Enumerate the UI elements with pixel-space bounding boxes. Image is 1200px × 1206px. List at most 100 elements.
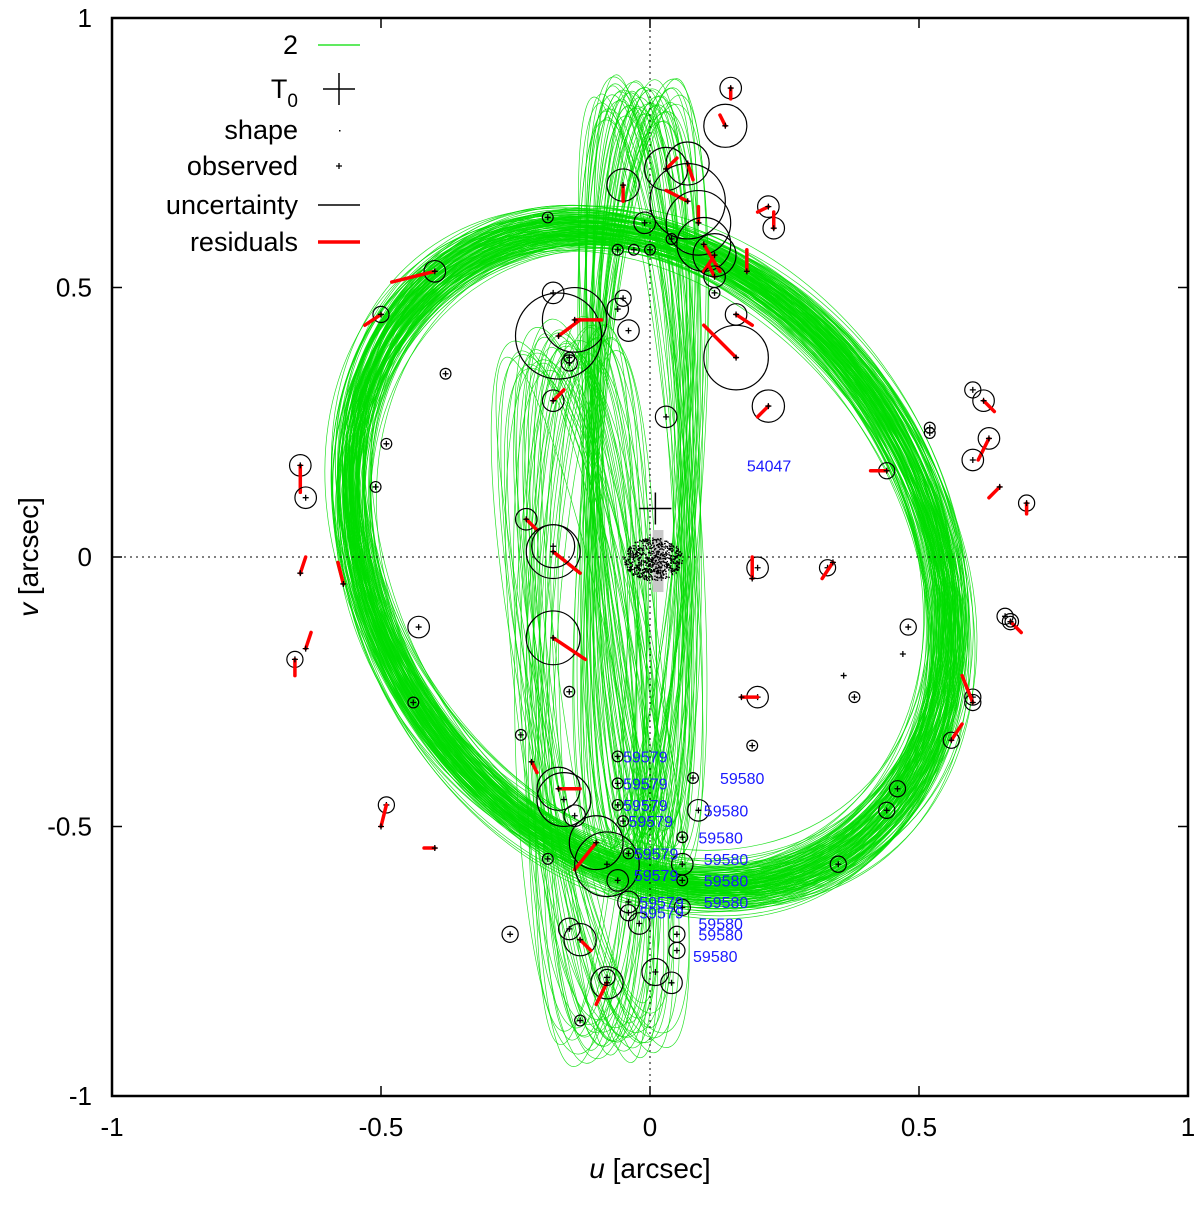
shape-point: [624, 563, 626, 566]
epoch-label: 59579: [634, 868, 679, 885]
epoch-label: 59580: [720, 771, 765, 788]
shape-point: [676, 561, 678, 564]
shape-cloud: [623, 530, 684, 593]
shape-point: [643, 572, 645, 575]
observed-point: [577, 1017, 584, 1024]
observed-point: [905, 624, 912, 631]
observed-point: [544, 855, 551, 862]
uncertainty-circle: [703, 324, 769, 391]
observed-point: [571, 316, 578, 323]
shape-point: [647, 552, 650, 554]
shape-point: [656, 555, 659, 558]
shape-point: [628, 553, 630, 556]
shape-point: [649, 562, 651, 565]
shape-point: [625, 560, 628, 563]
observed-point: [883, 467, 890, 474]
orbit-track: [539, 353, 635, 1047]
observed-point: [711, 273, 718, 280]
shape-point: [638, 557, 641, 559]
observed-point: [679, 877, 686, 884]
shape-point: [637, 568, 640, 571]
shape-point: [652, 550, 654, 553]
uncertainty-circle: [611, 243, 624, 256]
shape-point: [636, 551, 639, 554]
shape-point: [657, 550, 659, 553]
legend-label: T0: [271, 74, 298, 112]
shape-point: [625, 559, 627, 561]
orbit-track: [354, 239, 953, 884]
shape-point: [655, 576, 658, 579]
shape-point: [671, 573, 674, 576]
shape-point: [654, 547, 657, 550]
shape-point: [651, 571, 653, 573]
orbit-track: [343, 228, 970, 893]
residual-line: [976, 436, 991, 462]
shape-point: [639, 576, 642, 578]
observed-point: [996, 483, 1003, 490]
shape-point: [677, 554, 679, 556]
shape-point: [658, 543, 660, 545]
observed-point: [625, 898, 632, 905]
uncertainty-circle: [654, 405, 678, 429]
shape-point: [644, 540, 647, 542]
shape-point: [658, 556, 660, 558]
shape-point: [646, 538, 649, 541]
shape-point: [636, 551, 638, 553]
epoch-label: 59579: [639, 906, 684, 923]
shape-point: [660, 561, 662, 563]
shape-point: [659, 548, 661, 551]
shape-point: [637, 558, 639, 561]
shape-point: [671, 568, 673, 570]
t0-marker: [639, 492, 672, 525]
observed-point: [899, 651, 906, 658]
observed-point: [695, 807, 702, 814]
observed-point: [980, 397, 987, 404]
uncertainty-circle: [676, 874, 689, 887]
orbit-track: [524, 336, 674, 1054]
shape-point: [663, 561, 665, 563]
uncertainty-circle: [888, 780, 907, 798]
shape-point: [654, 538, 656, 541]
shape-point: [661, 571, 664, 574]
shape-point: [651, 558, 653, 560]
shape-point: [641, 574, 644, 576]
uncertainty-circle: [665, 141, 710, 186]
observed-point: [378, 823, 384, 830]
shape-point: [645, 547, 648, 550]
shape-point: [645, 538, 648, 540]
shape-point: [645, 564, 647, 566]
observed-point: [733, 311, 740, 318]
shape-point: [677, 562, 679, 564]
shape-point: [630, 566, 632, 568]
uncertainty-circle: [644, 243, 656, 256]
shape-point: [662, 551, 664, 554]
shape-point: [670, 543, 673, 546]
shape-point: [641, 569, 644, 571]
shape-point: [675, 572, 677, 574]
orbit-track: [573, 111, 701, 876]
uncertainty-circle: [756, 195, 780, 219]
shape-point: [676, 569, 679, 572]
uncertainty-circle: [942, 731, 960, 749]
shape-point: [652, 565, 654, 567]
shape-point: [676, 550, 679, 552]
shape-point: [649, 571, 651, 573]
shape-point: [634, 560, 636, 562]
observed-point: [372, 483, 379, 490]
shape-point: [653, 539, 655, 541]
uncertainty-circle: [1001, 613, 1020, 631]
legend-t0-sample: [323, 73, 355, 105]
shape-point: [649, 552, 652, 554]
shape-point: [663, 557, 665, 560]
shape-point: [673, 570, 675, 572]
legend-label: observed: [187, 151, 298, 181]
shape-point: [674, 562, 676, 564]
shape-point: [657, 553, 660, 555]
shape-point: [638, 567, 640, 569]
uncertainty-circle: [407, 615, 431, 639]
shape-point: [659, 562, 661, 564]
uncertainty-circle: [369, 480, 382, 493]
uncertainty-circle: [972, 389, 995, 413]
observed-point: [652, 969, 659, 976]
shape-point: [638, 551, 640, 554]
